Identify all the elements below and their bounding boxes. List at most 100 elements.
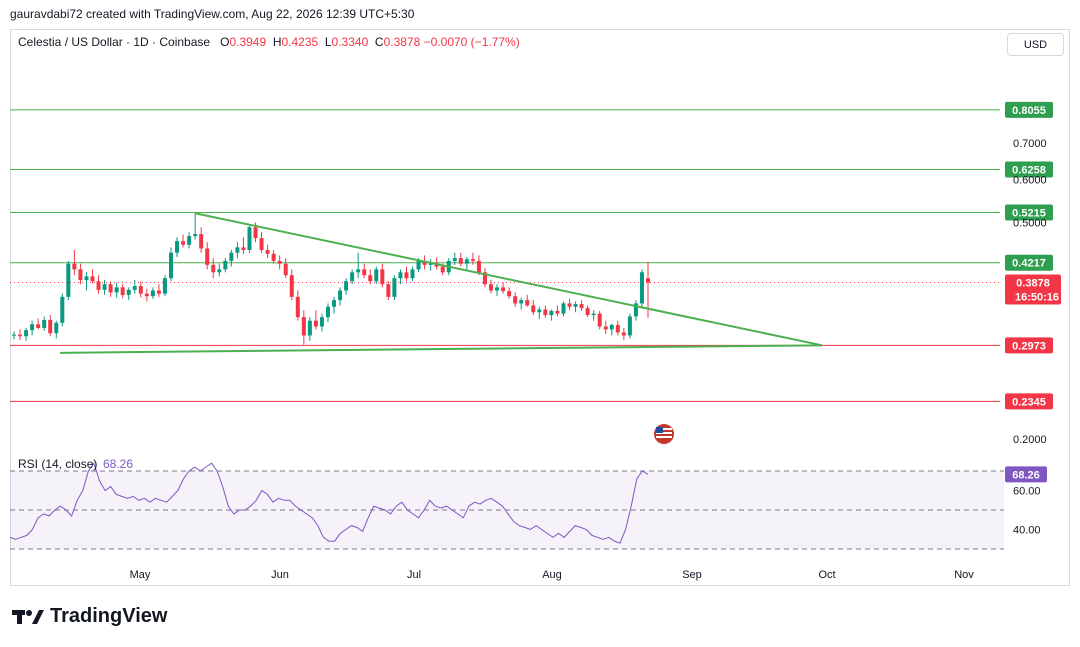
- candle-body: [36, 324, 41, 328]
- candle-body: [223, 260, 228, 270]
- change-value: −0.0070 (−1.77%): [423, 35, 520, 49]
- candle-body: [211, 264, 216, 273]
- us-flag-icon: [654, 424, 674, 444]
- candle-body: [585, 308, 590, 316]
- countdown-label: 16:50:16: [1015, 292, 1059, 304]
- candle-body: [235, 247, 240, 253]
- candle-body: [301, 317, 306, 336]
- candle-body: [205, 248, 210, 265]
- candle-body: [150, 290, 155, 297]
- price-tick-label: 0.5000: [1013, 218, 1047, 230]
- candle-body: [555, 310, 560, 314]
- candle-body: [422, 260, 427, 265]
- candle-body: [132, 286, 137, 290]
- candle-body: [42, 319, 47, 328]
- high-label: H: [272, 35, 282, 49]
- candle-body: [591, 313, 596, 316]
- candle-body: [350, 272, 355, 282]
- candle-body: [639, 272, 644, 304]
- last-price-badge: [1005, 274, 1061, 305]
- candle-body: [162, 278, 167, 294]
- rsi-label: RSI (14, close): [18, 457, 97, 471]
- candle-body: [325, 306, 330, 318]
- level-badge-label: 0.6258: [1012, 164, 1046, 176]
- candle-body: [501, 287, 506, 292]
- chart-frame: [10, 29, 1070, 586]
- candle-body: [507, 291, 512, 297]
- candle-body: [259, 238, 264, 251]
- tradingview-logo-icon: [12, 609, 44, 624]
- candle-body: [549, 310, 554, 316]
- low-label: L: [324, 35, 332, 49]
- candle-body: [144, 293, 149, 297]
- candle-body: [646, 278, 650, 283]
- candle-body: [392, 278, 397, 297]
- candle-body: [543, 309, 548, 316]
- descending-trendline: [194, 212, 823, 347]
- candle-body: [187, 236, 192, 245]
- candle-body: [633, 303, 638, 317]
- price-tick-label: 0.2000: [1013, 434, 1047, 446]
- candle-body: [386, 284, 391, 297]
- candle-body: [597, 313, 602, 327]
- candle-body: [247, 227, 252, 251]
- candle-body: [495, 287, 500, 291]
- candle-body: [615, 325, 620, 333]
- currency-button[interactable]: USD: [1007, 33, 1064, 56]
- candle-body: [120, 287, 125, 295]
- level-badge-label: 0.4217: [1012, 258, 1046, 270]
- candle-body: [12, 334, 16, 336]
- level-badge: [1005, 337, 1053, 354]
- rsi-tick-label: 40.00: [1013, 525, 1041, 537]
- candle-body: [410, 269, 415, 279]
- close-value: 0.3878: [383, 35, 421, 49]
- candle-body: [24, 330, 29, 337]
- candle-body: [464, 259, 469, 264]
- candle-body: [470, 259, 475, 261]
- candle-body: [108, 284, 113, 293]
- candle-body: [440, 266, 445, 273]
- level-badge-label: 0.2345: [1012, 396, 1046, 408]
- candle-body: [66, 263, 71, 297]
- candle-body: [603, 326, 608, 330]
- candle-body: [168, 252, 173, 279]
- level-badge-label: 0.2973: [1012, 340, 1046, 352]
- level-badge: [1005, 254, 1053, 271]
- time-tick-label: Aug: [542, 569, 562, 581]
- open-value: 0.3949: [229, 35, 267, 49]
- time-tick-label: Jul: [407, 569, 421, 581]
- candle-body: [114, 287, 119, 293]
- candle-body: [271, 253, 276, 261]
- candle-body: [90, 276, 95, 282]
- candle-body: [476, 260, 481, 273]
- level-badge: [1005, 393, 1053, 410]
- candle-body: [96, 281, 101, 290]
- candle-body: [356, 269, 361, 273]
- candle-body: [307, 320, 312, 336]
- close-label: C: [374, 35, 384, 49]
- candle-body: [30, 324, 35, 331]
- candle-body: [156, 290, 161, 294]
- candle-body: [241, 247, 246, 251]
- level-badge: [1005, 101, 1053, 118]
- candle-body: [175, 241, 180, 253]
- candle-body: [217, 269, 222, 273]
- level-badge: [1005, 161, 1053, 178]
- time-tick-label: May: [130, 569, 151, 581]
- candle-body: [72, 263, 77, 270]
- price-tick-label: 0.7000: [1013, 138, 1047, 150]
- candle-body: [380, 269, 385, 285]
- candle-body: [313, 320, 318, 327]
- candle-body: [54, 322, 59, 334]
- time-tick-label: Jun: [271, 569, 289, 581]
- candle-body: [567, 303, 572, 307]
- candle-body: [404, 272, 409, 279]
- candle-body: [199, 234, 204, 249]
- high-value: 0.4235: [281, 35, 319, 49]
- candle-body: [452, 258, 457, 261]
- candle-body: [621, 332, 626, 336]
- candle-body: [627, 316, 632, 336]
- candle-body: [138, 286, 143, 294]
- open-label: O: [220, 35, 230, 49]
- candle-body: [609, 325, 614, 330]
